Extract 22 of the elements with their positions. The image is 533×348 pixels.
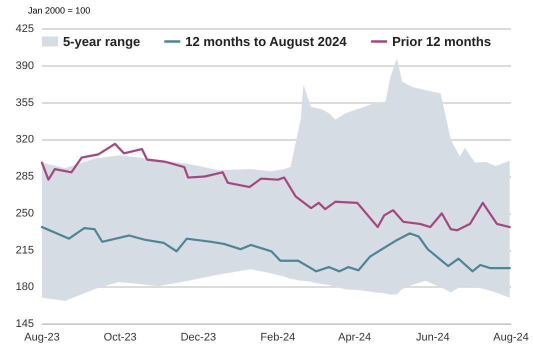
- x-tick-label: Aug-23: [24, 332, 60, 344]
- y-tick-label: 320: [16, 134, 34, 146]
- y-tick-label: 215: [16, 244, 34, 256]
- legend-label: Prior 12 months: [392, 34, 492, 49]
- legend-label: 12 months to August 2024: [185, 34, 348, 49]
- y-tick-label: 355: [16, 96, 34, 109]
- y-tick-label: 180: [16, 281, 34, 294]
- x-tick-label: Apr-24: [338, 332, 372, 344]
- legend-label: 5-year range: [62, 34, 140, 49]
- line-series: [40, 226, 511, 272]
- x-tick-label: Oct-23: [104, 332, 137, 344]
- y-tick-label: 285: [16, 170, 34, 182]
- y-tick-label: 425: [16, 23, 34, 35]
- y-tick-label: 250: [16, 207, 34, 220]
- y-tick-label: 390: [16, 60, 34, 72]
- text: Jan 2000 = 100: [28, 6, 90, 16]
- line-series: [40, 142, 511, 232]
- y-tick-label: 145: [16, 318, 34, 330]
- x-tick-label: Aug-24: [493, 332, 529, 344]
- x-tick-label: Feb-24: [260, 332, 296, 344]
- x-tick-label: Dec-23: [180, 332, 216, 344]
- x-tick-label: Jun-24: [416, 332, 450, 344]
